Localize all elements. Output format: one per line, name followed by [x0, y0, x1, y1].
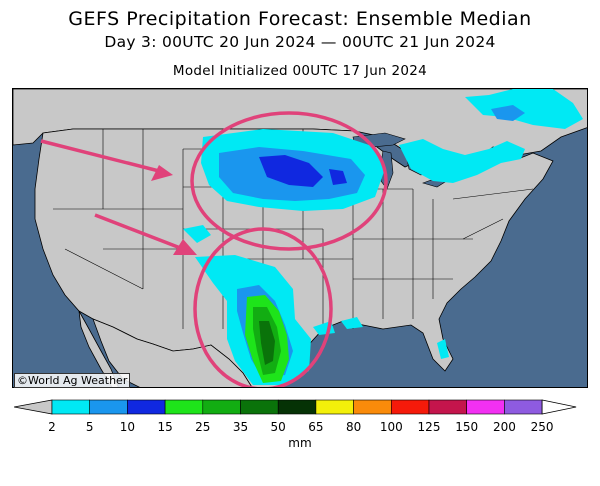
colorbar-swatch	[164, 399, 204, 415]
colorbar-swatch	[51, 399, 91, 415]
arrow-northwest	[40, 139, 160, 173]
colorbar-swatch	[277, 399, 317, 415]
precip-15-50mm	[245, 295, 289, 383]
circle-texas	[193, 227, 333, 387]
colorbar-tick-label: 65	[308, 420, 324, 434]
model-init-time: Model Initialized 00UTC 17 Jun 2024	[172, 63, 428, 79]
colorbar-swatch	[428, 399, 468, 415]
circle-northern-plains	[190, 111, 388, 251]
arrow-southwest	[94, 213, 184, 251]
map-title: GEFS Precipitation Forecast: Ensemble Me…	[68, 8, 532, 30]
colorbar-swatch	[504, 399, 543, 415]
colorbar-unit: mm	[288, 436, 312, 450]
colorbar-swatch	[202, 399, 241, 415]
arrowheads	[151, 165, 197, 255]
colorbar-under-arrow	[14, 399, 53, 415]
mexico-land	[92, 318, 253, 387]
colorbar-tick-label: 25	[195, 420, 211, 434]
colorbar-tick-label: 10	[119, 420, 136, 434]
colorbar-swatch	[466, 399, 505, 415]
colorbar-swatch	[240, 399, 279, 415]
colorbar-tick-label: 2	[48, 420, 56, 434]
annotations	[40, 111, 388, 387]
colorbar-swatch	[390, 399, 430, 415]
colorbar-tick-label: 100	[379, 420, 403, 434]
colorbar-tick-label: 35	[232, 420, 249, 434]
baja-california	[78, 310, 119, 387]
colorbar-tick-label: 50	[270, 420, 286, 434]
credit-label: ©World Ag Weather	[14, 373, 131, 388]
colorbar-tick-label: 80	[345, 420, 362, 434]
colorbar-tick-label: 150	[455, 420, 479, 434]
colorbar-tick-label: 250	[530, 420, 554, 434]
colorbar-tick-label: 15	[157, 420, 173, 434]
colorbar-swatch	[89, 399, 128, 415]
forecast-period: Day 3: 00UTC 20 Jun 2024 — 00UTC 21 Jun …	[104, 33, 496, 51]
colorbar-over-arrow	[541, 399, 577, 415]
colorbar-swatch	[315, 399, 354, 415]
colorbar-tick-label: 200	[492, 420, 516, 434]
colorbar-tick-label: 125	[417, 420, 441, 434]
colorbar-swatch	[353, 399, 392, 415]
colorbar	[14, 399, 577, 415]
colorbar-swatch	[127, 399, 166, 415]
precipitation-map	[12, 88, 588, 388]
colorbar-tick-label: 5	[85, 420, 94, 434]
precip-10-15mm	[259, 155, 347, 187]
